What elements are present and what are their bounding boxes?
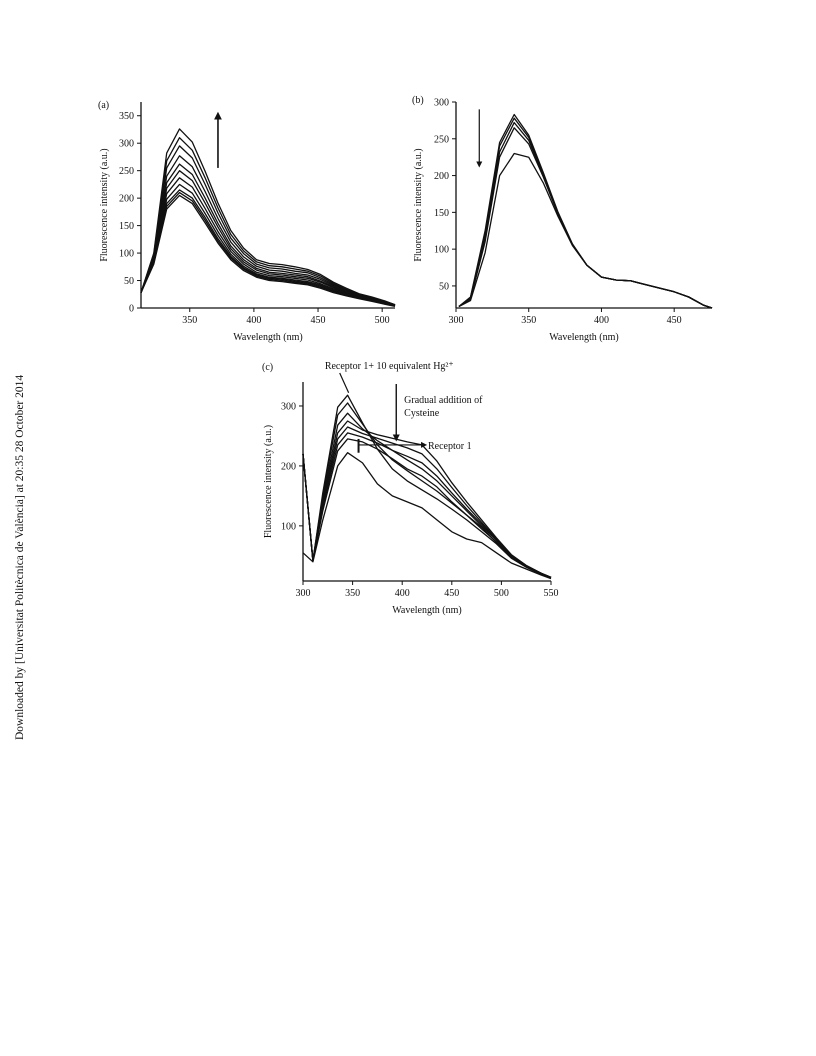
- series-line-7: [302, 402, 552, 579]
- x-tick-label: 550: [544, 588, 559, 599]
- series-line-2: [140, 191, 396, 307]
- x-tick-label: 350: [182, 315, 197, 326]
- panel-c: 300 350 400 450 500 550 100 200 300 Wavelength (n…: [262, 361, 559, 616]
- x-tick-label: 450: [444, 588, 459, 599]
- y-tick-label: 50: [124, 276, 134, 287]
- y-tick-label: 250: [434, 134, 449, 145]
- y-tick-label: 200: [119, 194, 134, 205]
- y-tick-label: 150: [434, 208, 449, 219]
- y-axis-label: Fluorescence intensity (a.u.): [413, 148, 424, 261]
- panel-label: (c): [262, 362, 273, 373]
- y-tick-label: 150: [119, 221, 134, 232]
- x-tick-label: 500: [494, 588, 509, 599]
- series-line-4: [458, 117, 713, 309]
- y-tick-label: 300: [281, 401, 296, 412]
- panel-b: 300 350 400 450 50 100 150 200 250 300 Wavelength …: [412, 95, 713, 343]
- x-tick-label: 350: [521, 315, 536, 326]
- annotation-leader-1: [339, 372, 350, 394]
- series-line-3: [458, 121, 713, 309]
- series-line-5: [458, 113, 713, 309]
- y-tick-label: 300: [119, 139, 134, 150]
- series-line-8: [140, 155, 396, 306]
- series-line-2: [458, 127, 713, 309]
- x-tick-label: 500: [375, 315, 390, 326]
- y-tick-label: 100: [119, 249, 134, 260]
- y-tick-label: 100: [434, 245, 449, 256]
- x-tick-label: 400: [594, 315, 609, 326]
- series-line-8: [302, 394, 552, 579]
- series-line-1: [302, 452, 552, 580]
- y-tick-label: 200: [434, 171, 449, 182]
- series-line-3: [140, 189, 396, 307]
- x-tick-label: 450: [667, 315, 682, 326]
- y-axis-label: Fluorescence intensity (a.u.): [99, 148, 110, 261]
- series-line-5: [140, 177, 396, 306]
- annotation-receptor-1: Receptor 1: [428, 441, 472, 452]
- x-tick-label: 450: [311, 315, 326, 326]
- y-tick-label: 0: [129, 304, 134, 315]
- x-tick-label: 400: [246, 315, 261, 326]
- y-tick-label: 100: [281, 521, 296, 532]
- x-axis-label: Wavelength (nm): [549, 332, 618, 343]
- annotation-receptor-hg: Receptor 1+ 10 equivalent Hg²⁺: [325, 361, 454, 372]
- annotation-gradual: Gradual addition of: [404, 395, 483, 406]
- annotation-cysteine: Cysteine: [404, 408, 440, 419]
- x-tick-label: 300: [296, 588, 311, 599]
- panel-a: 350 400 450 500 0 50 100 150 200 250 300 350 Wavelen…: [98, 100, 396, 343]
- series-line-1: [140, 194, 396, 308]
- x-tick-label: 300: [449, 315, 464, 326]
- y-tick-label: 250: [119, 166, 134, 177]
- x-tick-label: 350: [345, 588, 360, 599]
- panel-label: (b): [412, 95, 424, 106]
- y-tick-label: 50: [439, 281, 449, 292]
- y-tick-label: 300: [434, 98, 449, 109]
- series-line-11: [140, 128, 396, 306]
- y-tick-label: 200: [281, 461, 296, 472]
- panel-label: (a): [98, 100, 109, 111]
- series-line-7: [140, 163, 396, 306]
- y-tick-label: 350: [119, 111, 134, 122]
- x-axis-label: Wavelength (nm): [233, 332, 302, 343]
- y-axis-label: Fluorescence intensity (a.u.): [263, 425, 274, 538]
- series-line-6: [302, 412, 552, 579]
- series-line-10: [140, 137, 396, 306]
- series-line-9: [140, 145, 396, 306]
- x-axis-label: Wavelength (nm): [392, 605, 461, 616]
- x-tick-label: 400: [395, 588, 410, 599]
- series-line-4: [140, 183, 396, 307]
